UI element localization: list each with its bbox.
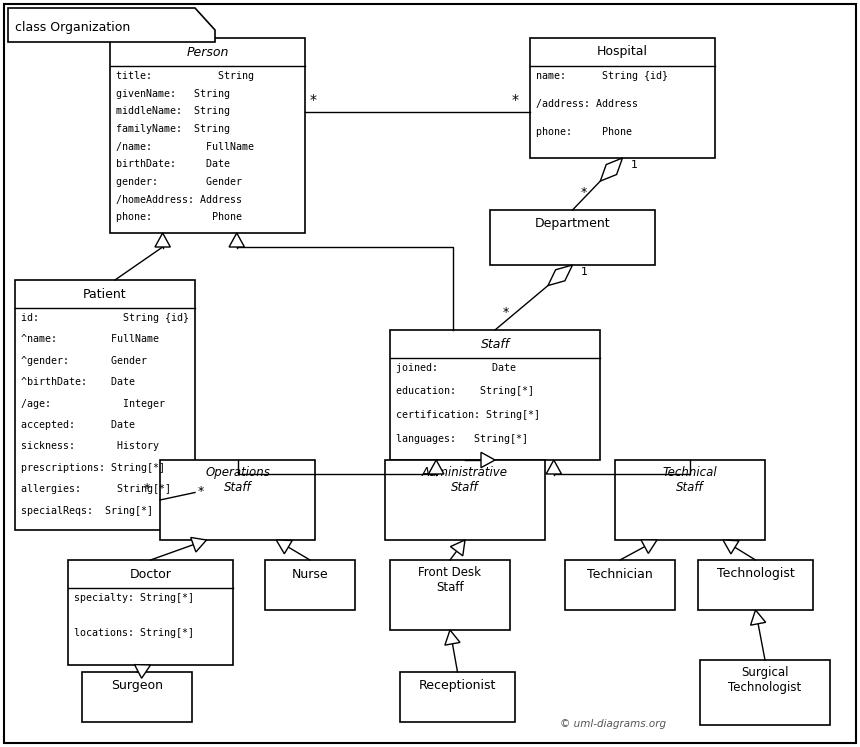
Text: Department: Department: [535, 217, 611, 231]
Text: ^name:         FullName: ^name: FullName: [21, 335, 159, 344]
Text: locations: String[*]: locations: String[*]: [74, 627, 194, 637]
Text: Patient: Patient: [83, 288, 126, 300]
Polygon shape: [481, 452, 495, 468]
Text: Surgeon: Surgeon: [111, 680, 163, 692]
Text: *: *: [580, 186, 587, 199]
Bar: [565, 560, 675, 610]
Polygon shape: [191, 537, 206, 552]
Text: ^gender:       Gender: ^gender: Gender: [21, 356, 147, 366]
Text: *: *: [503, 306, 509, 319]
Text: Staff: Staff: [481, 338, 510, 350]
Text: Doctor: Doctor: [130, 568, 171, 580]
Polygon shape: [751, 610, 765, 625]
Text: *: *: [198, 486, 205, 498]
Polygon shape: [8, 8, 215, 42]
Text: /name:         FullName: /name: FullName: [116, 142, 254, 152]
Text: class Organization: class Organization: [15, 22, 130, 34]
Polygon shape: [155, 233, 170, 247]
Text: gender:        Gender: gender: Gender: [116, 177, 242, 187]
Text: prescriptions: String[*]: prescriptions: String[*]: [21, 463, 165, 473]
Text: © uml-diagrams.org: © uml-diagrams.org: [560, 719, 666, 729]
Text: ^birthDate:    Date: ^birthDate: Date: [21, 377, 135, 387]
Text: *: *: [144, 482, 150, 495]
Bar: [390, 560, 510, 630]
Text: joined:         Date: joined: Date: [396, 363, 516, 373]
Bar: [400, 672, 515, 722]
Text: 1: 1: [580, 267, 587, 277]
Polygon shape: [134, 665, 150, 678]
Text: givenName:   String: givenName: String: [116, 89, 230, 99]
Text: Person: Person: [187, 46, 229, 58]
Bar: [698, 560, 813, 610]
Bar: [160, 460, 315, 540]
Text: Hospital: Hospital: [597, 46, 648, 58]
Text: id:              String {id}: id: String {id}: [21, 313, 189, 323]
Text: languages:   String[*]: languages: String[*]: [396, 433, 528, 444]
Text: *: *: [310, 93, 317, 107]
Polygon shape: [600, 158, 623, 181]
Text: /address: Address: /address: Address: [536, 99, 638, 109]
Polygon shape: [229, 233, 244, 247]
Bar: [530, 38, 715, 158]
Polygon shape: [428, 460, 444, 474]
Text: phone:          Phone: phone: Phone: [116, 212, 242, 223]
Bar: [68, 560, 233, 665]
Text: allergies:      String[*]: allergies: String[*]: [21, 484, 171, 495]
Text: education:    String[*]: education: String[*]: [396, 386, 534, 397]
Text: certification: String[*]: certification: String[*]: [396, 410, 540, 420]
Polygon shape: [546, 460, 562, 474]
Polygon shape: [723, 540, 739, 554]
Text: specialty: String[*]: specialty: String[*]: [74, 593, 194, 603]
Text: middleName:  String: middleName: String: [116, 106, 230, 117]
Text: title:           String: title: String: [116, 71, 254, 81]
Bar: [82, 672, 192, 722]
Text: birthDate:     Date: birthDate: Date: [116, 159, 230, 170]
Text: accepted:      Date: accepted: Date: [21, 420, 135, 430]
Text: Receptionist: Receptionist: [419, 680, 496, 692]
Text: /age:            Integer: /age: Integer: [21, 399, 165, 409]
Text: specialReqs:  Sring[*]: specialReqs: Sring[*]: [21, 506, 153, 515]
Text: phone:     Phone: phone: Phone: [536, 127, 632, 137]
Text: Technical
Staff: Technical Staff: [663, 466, 717, 494]
Text: Technologist: Technologist: [716, 568, 795, 580]
Polygon shape: [445, 630, 460, 645]
Polygon shape: [548, 265, 573, 285]
Polygon shape: [451, 540, 465, 556]
Text: sickness:       History: sickness: History: [21, 441, 159, 451]
Text: name:      String {id}: name: String {id}: [536, 71, 668, 81]
Bar: [390, 330, 600, 460]
Bar: [700, 660, 830, 725]
Bar: [265, 560, 355, 610]
Text: Nurse: Nurse: [292, 568, 329, 580]
Bar: [15, 280, 195, 530]
Polygon shape: [276, 540, 292, 554]
Text: /homeAddress: Address: /homeAddress: Address: [116, 195, 242, 205]
Bar: [490, 210, 655, 265]
Text: familyName:  String: familyName: String: [116, 124, 230, 134]
Text: Technician: Technician: [587, 568, 653, 580]
Polygon shape: [641, 540, 657, 554]
Text: 1: 1: [630, 160, 637, 170]
Text: Operations
Staff: Operations Staff: [205, 466, 270, 494]
Text: Front Desk
Staff: Front Desk Staff: [419, 566, 482, 594]
Bar: [615, 460, 765, 540]
Bar: [110, 38, 305, 233]
Bar: [385, 460, 545, 540]
Text: *: *: [512, 93, 519, 107]
Text: Administrative
Staff: Administrative Staff: [422, 466, 508, 494]
Text: Surgical
Technologist: Surgical Technologist: [728, 666, 802, 694]
